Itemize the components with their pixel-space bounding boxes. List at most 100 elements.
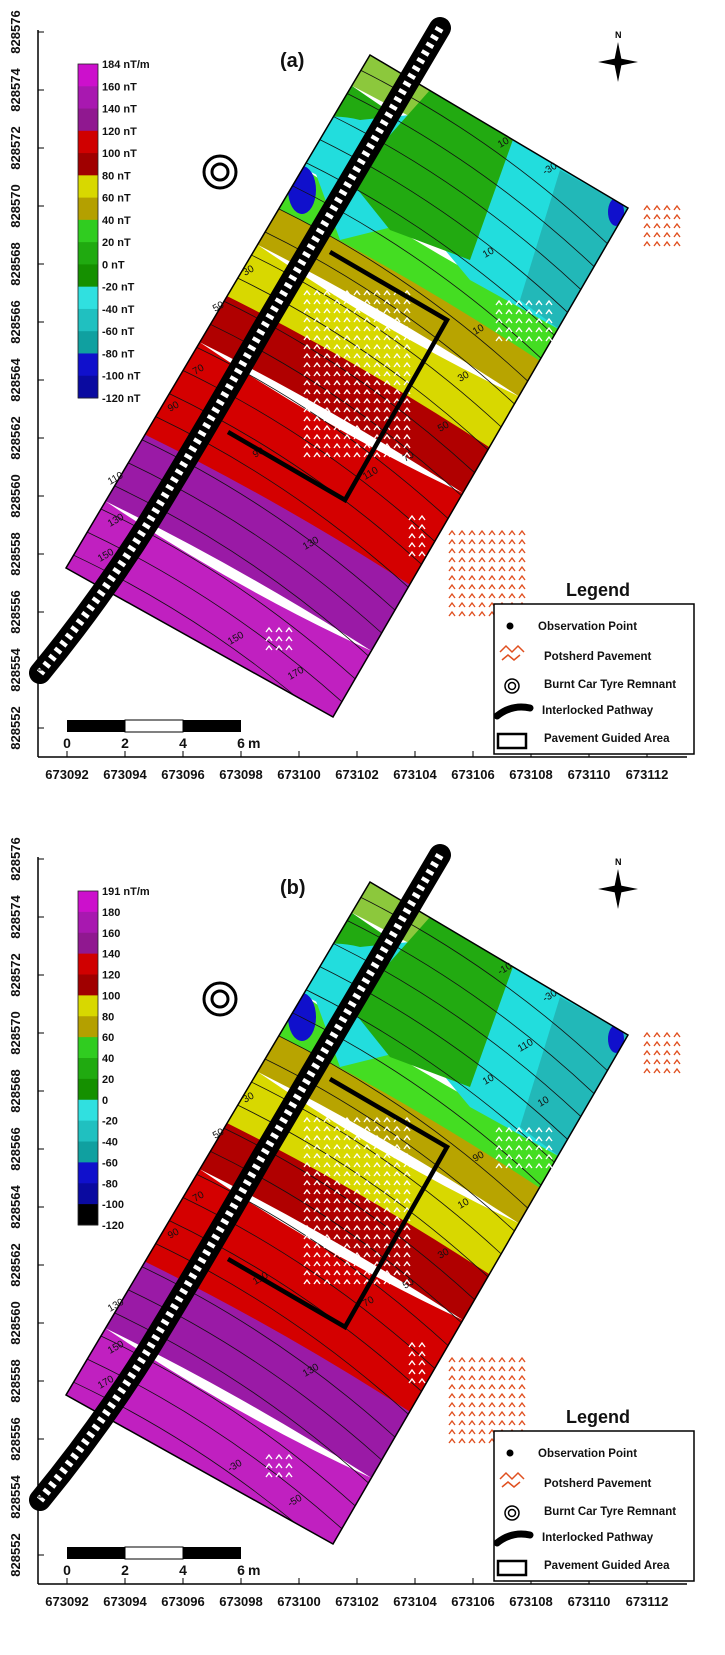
potsherd-mark [674,242,680,246]
colorbar-label: -80 [102,1178,118,1190]
colorbar-segment [78,912,98,933]
potsherd-mark [519,1358,525,1362]
blue-anomaly [288,166,316,214]
y-tick-label: 828576 [8,10,23,53]
potsherd-mark [394,327,400,331]
potsherd-mark [519,1421,525,1425]
potsherd-mark [509,594,515,598]
north-label: N [615,30,622,40]
colorbar-segment [78,109,98,132]
potsherd-mark [449,1385,455,1389]
scale-label: 2 [121,735,129,751]
potsherd-mark [449,1439,455,1443]
colorbar-segment [78,220,98,243]
potsherd-mark [519,1403,525,1407]
potsherd-mark [459,1430,465,1434]
colorbar-label: -100 [102,1199,124,1211]
potsherd-mark [479,558,485,562]
potsherd-mark [509,531,515,535]
potsherd-mark [519,1394,525,1398]
colorbar-label: 0 [102,1095,108,1107]
colorbar-segment [78,995,98,1016]
colorbar-label: -20 nT [102,282,135,294]
scale-label: 4 [179,735,187,751]
potsherd-mark [469,612,475,616]
potsherd-mark [674,215,680,219]
potsherd-mark [459,585,465,589]
potsherd-mark [469,1394,475,1398]
potsherd-mark [449,603,455,607]
potsherd-mark [394,1280,400,1284]
potsherd-mark [479,1421,485,1425]
potsherd-mark [394,1154,400,1158]
potsherd-mark [489,567,495,571]
colorbar-label: 180 [102,907,120,919]
y-tick-label: 828570 [8,184,23,227]
potsherd-mark [644,1051,650,1055]
colorbar-label: -20 [102,1116,118,1128]
x-tick-label: 673098 [219,767,262,782]
x-tick-label: 673110 [568,767,611,782]
potsherd-mark [469,1421,475,1425]
scale-label: 2 [121,1562,129,1578]
potsherd-mark [644,242,650,246]
potsherd-mark [459,1385,465,1389]
scale-seg [183,1547,241,1559]
legend-item-label: Pavement Guided Area [544,1560,670,1572]
potsherd-mark [519,531,525,535]
compass-cross-icon [598,885,638,893]
potsherd-mark [364,1136,370,1140]
potsherd-mark [449,1412,455,1416]
colorbar-segment [78,1079,98,1100]
legend-item-label: Burnt Car Tyre Remnant [544,679,676,691]
potsherd-mark [459,567,465,571]
potsherd-mark [449,567,455,571]
potsherd-mark [499,1403,505,1407]
potsherd-mark [459,594,465,598]
colorbar-label: 20 [102,1074,114,1086]
y-tick-label: 828574 [8,68,23,112]
potsherd-mark [489,1376,495,1380]
colorbar-label: 20 nT [102,237,131,249]
potsherd-mark [479,585,485,589]
potsherd-mark [519,540,525,544]
potsherd-mark [644,233,650,237]
potsherd-mark [479,567,485,571]
potsherd-mark [644,215,650,219]
potsherd-mark [509,1358,515,1362]
potsherd-mark [654,215,660,219]
potsherd-mark [449,576,455,580]
legend-item-label: Potsherd Pavement [544,651,652,663]
potsherd-mark [449,1403,455,1407]
colorbar-segment [78,954,98,975]
potsherd-mark [674,1042,680,1046]
scale-label: 6 [237,1562,245,1578]
x-tick-label: 673092 [45,1594,88,1609]
potsherd-mark [499,531,505,535]
y-tick-label: 828552 [8,706,23,749]
colorbar-segment [78,198,98,221]
x-tick-label: 673104 [393,1594,437,1609]
potsherd-mark [459,1367,465,1371]
tyre-inner [212,991,228,1007]
x-tick-label: 673094 [103,767,147,782]
colorbar-segment [78,175,98,198]
potsherd-mark [674,1033,680,1037]
potsherd-mark [644,224,650,228]
potsherd-mark [449,1376,455,1380]
potsherd-mark [644,1060,650,1064]
potsherd-mark [664,1033,670,1037]
map-panel-b: 10-10-30-501030507090110130150170130-30-… [0,827,725,1654]
colorbar-label: 140 nT [102,104,137,116]
potsherd-mark [469,1412,475,1416]
potsherd-mark [459,1421,465,1425]
potsherd-mark [654,206,660,210]
scale-seg [67,720,125,732]
tyre-inner [212,164,228,180]
potsherd-mark [344,426,350,430]
potsherd-mark [354,300,360,304]
scale-label: 0 [63,1562,71,1578]
x-tick-label: 673094 [103,1594,147,1609]
potsherd-mark [459,531,465,535]
y-tick-label: 828572 [8,953,23,996]
